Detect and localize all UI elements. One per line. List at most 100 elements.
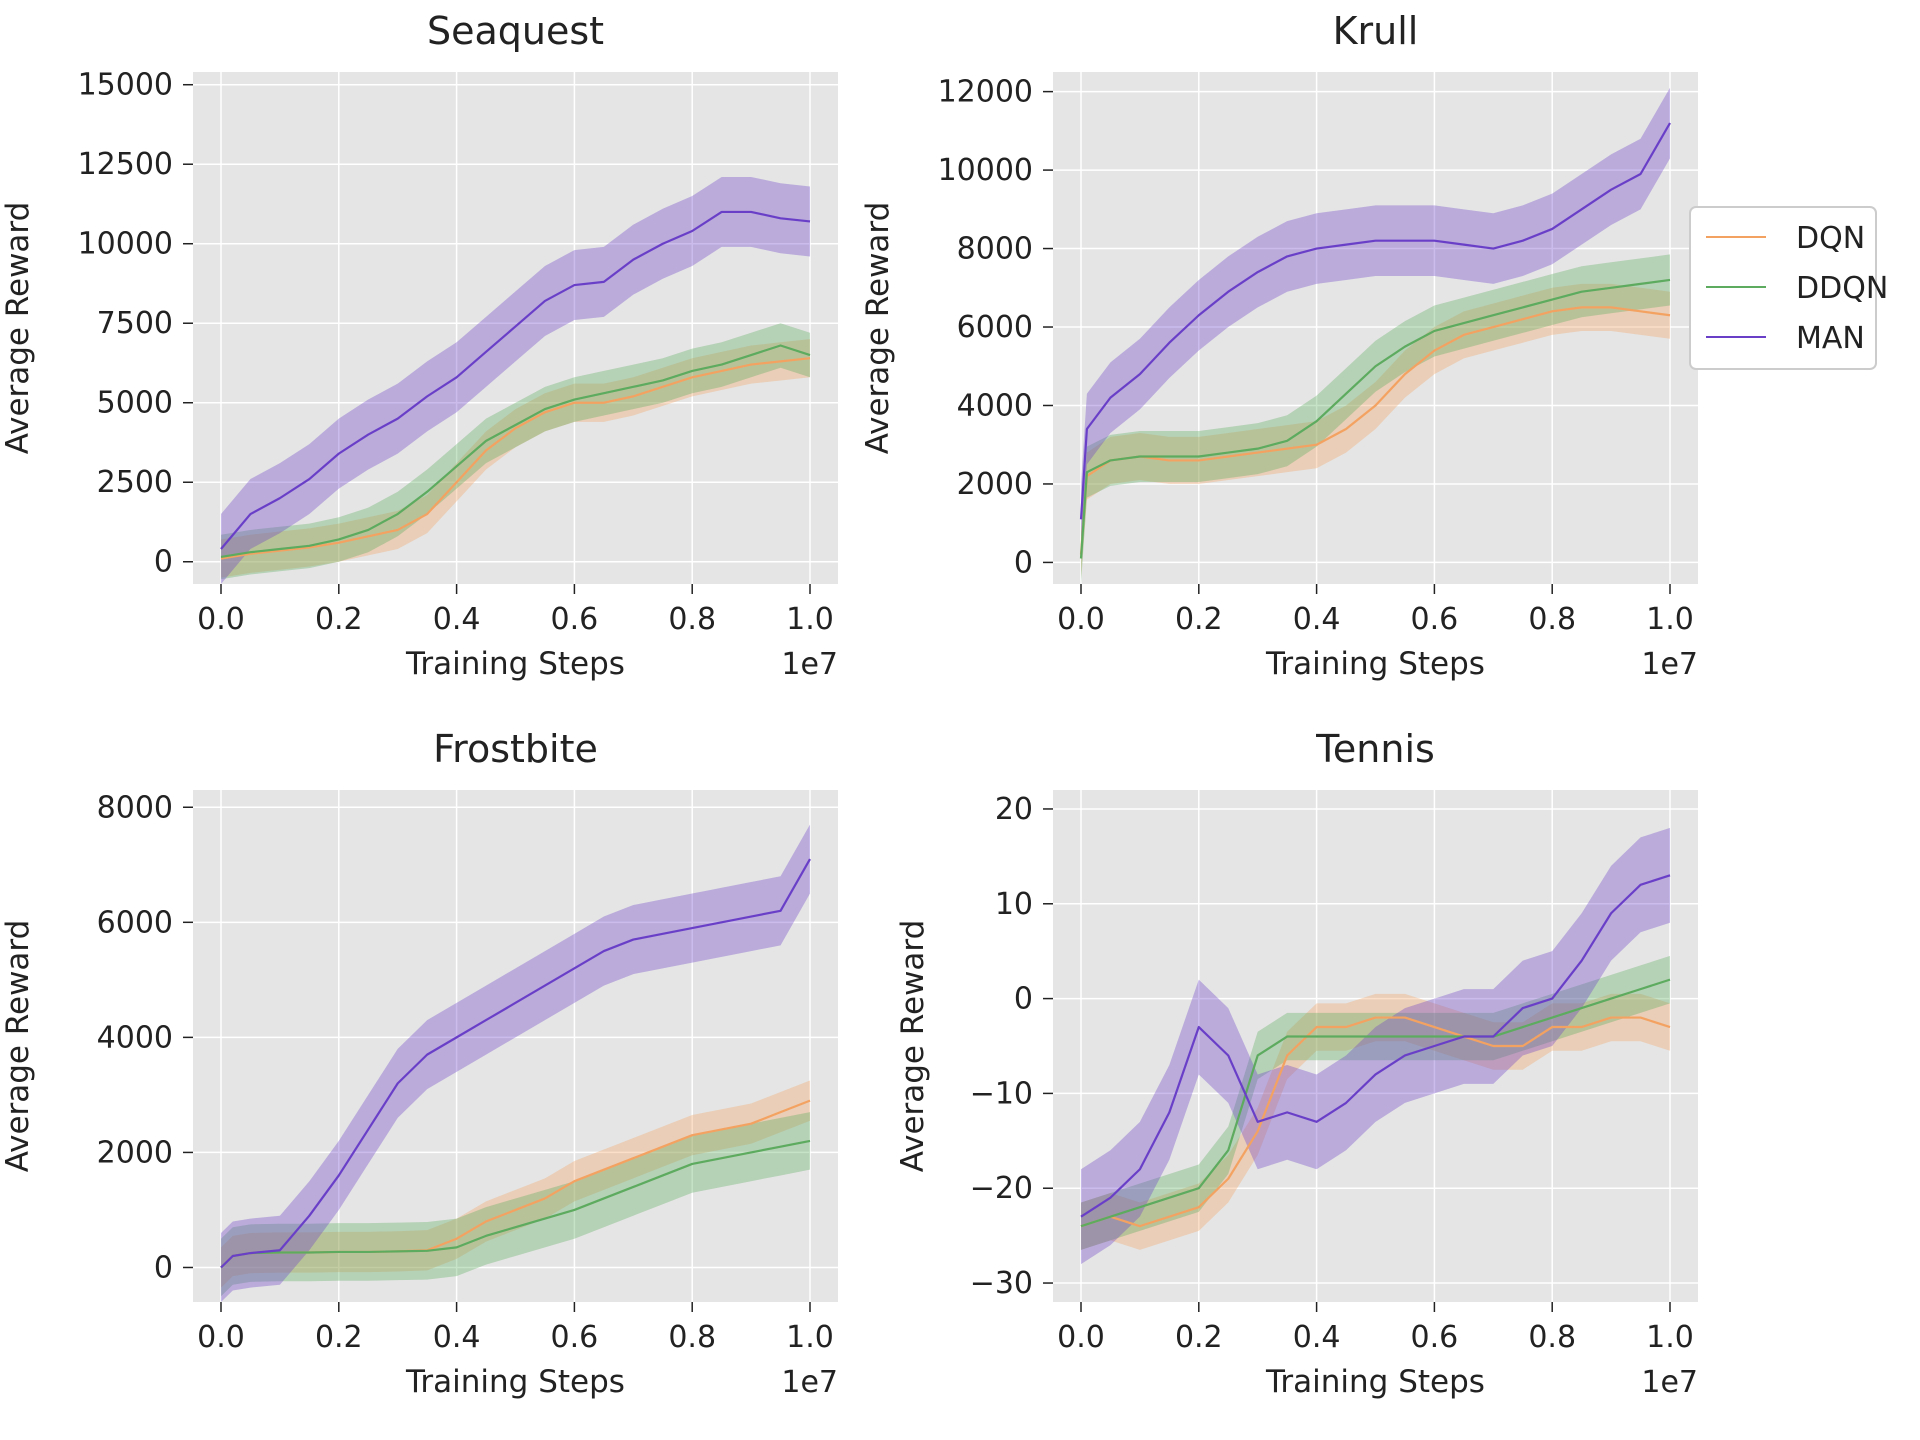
frostbite-xtick-label: 1.0 xyxy=(786,1320,834,1355)
krull-xtick-label: 0.2 xyxy=(1175,602,1223,637)
tennis-ytick-label: 20 xyxy=(995,792,1033,827)
tennis-xtick-label: 0.2 xyxy=(1175,1320,1223,1355)
frostbite-ylabel: Average Reward xyxy=(0,920,36,1173)
frostbite-xlabel: Training Steps xyxy=(405,1364,625,1400)
krull-line-dqn xyxy=(1079,306,1671,555)
tennis-xtick-label: 0.4 xyxy=(1293,1320,1341,1355)
seaquest-xtick-label: 1.0 xyxy=(786,602,834,637)
tennis-ytick-label: −20 xyxy=(970,1171,1033,1206)
seaquest-ytick-label: 15000 xyxy=(78,68,173,103)
krull-ytick-label: 0 xyxy=(1014,545,1033,580)
krull-ytick-label: 4000 xyxy=(957,388,1033,423)
seaquest-line-ddqn xyxy=(220,344,811,559)
legend: DQN DDQN MAN xyxy=(1689,206,1888,370)
frostbite-ytick-label: 4000 xyxy=(97,1020,173,1055)
seaquest-x-multiplier: 1e7 xyxy=(781,647,838,682)
krull-ytick-label: 8000 xyxy=(957,232,1033,267)
tennis-x-multiplier: 1e7 xyxy=(1641,1365,1698,1400)
seaquest-xtick-label: 0.2 xyxy=(315,602,363,637)
seaquest-plot-area xyxy=(193,72,838,584)
krull-xtick-label: 0.8 xyxy=(1528,602,1576,637)
seaquest-xlabel: Training Steps xyxy=(405,646,625,682)
frostbite-xtick-label: 0.0 xyxy=(197,1320,245,1355)
frostbite-xtick-label: 0.8 xyxy=(668,1320,716,1355)
chart-seaquest: 0.0 0.2 0.4 0.6 0.8 1.0 0 2500 5000 7500 10000 1250… xyxy=(0,9,838,682)
tennis-ytick-label: −30 xyxy=(970,1266,1033,1301)
legend-label-man: MAN xyxy=(1796,321,1865,356)
seaquest-ytick-label: 7500 xyxy=(97,306,173,341)
legend-label-ddqn: DDQN xyxy=(1796,271,1888,306)
krull-ytick-label: 10000 xyxy=(938,153,1033,188)
krull-ytick-label: 12000 xyxy=(938,75,1033,110)
krull-xtick-label: 1.0 xyxy=(1646,602,1694,637)
frostbite-xtick-label: 0.6 xyxy=(551,1320,599,1355)
tennis-xtick-label: 0.0 xyxy=(1057,1320,1105,1355)
krull-line-man xyxy=(1079,122,1671,520)
tennis-line-man xyxy=(1080,874,1671,1218)
seaquest-xtick-label: 0.8 xyxy=(668,602,716,637)
chart-frostbite: 0.0 0.2 0.4 0.6 0.8 1.0 0 2000 4000 6000 8000 Frost… xyxy=(0,727,838,1400)
frostbite-band-dqn xyxy=(221,1080,810,1288)
krull-band-dqn xyxy=(1081,283,1670,579)
tennis-xtick-label: 1.0 xyxy=(1646,1320,1694,1355)
seaquest-xtick-label: 0.0 xyxy=(197,602,245,637)
frostbite-ytick-label: 8000 xyxy=(97,790,173,825)
seaquest-ytick-label: 12500 xyxy=(78,147,173,182)
seaquest-ytick-label: 2500 xyxy=(97,465,173,500)
krull-plot-area xyxy=(1053,72,1698,584)
frostbite-ytick-label: 2000 xyxy=(97,1135,173,1170)
tennis-xtick-label: 0.6 xyxy=(1411,1320,1459,1355)
tennis-xlabel: Training Steps xyxy=(1265,1364,1485,1400)
seaquest-ylabel: Average Reward xyxy=(0,202,36,455)
frostbite-plot-area xyxy=(193,790,838,1302)
krull-ytick-label: 6000 xyxy=(957,310,1033,345)
frostbite-xtick-label: 0.4 xyxy=(433,1320,481,1355)
seaquest-ytick-label: 10000 xyxy=(78,227,173,262)
tennis-ytick-label: −10 xyxy=(970,1076,1033,1111)
seaquest-xtick-label: 0.6 xyxy=(551,602,599,637)
seaquest-line-dqn xyxy=(220,357,811,560)
tennis-xtick-label: 0.8 xyxy=(1528,1320,1576,1355)
seaquest-ytick-label: 5000 xyxy=(97,386,173,421)
frostbite-x-multiplier: 1e7 xyxy=(781,1365,838,1400)
tennis-title: Tennis xyxy=(1315,727,1435,771)
frostbite-title: Frostbite xyxy=(433,727,598,771)
krull-ytick-label: 2000 xyxy=(957,467,1033,502)
krull-xtick-label: 0.4 xyxy=(1293,602,1341,637)
seaquest-title: Seaquest xyxy=(427,9,604,53)
seaquest-ytick-label: 0 xyxy=(154,545,173,580)
tennis-band-dqn xyxy=(1081,993,1670,1250)
legend-box xyxy=(1689,206,1877,370)
tennis-band-ddqn xyxy=(1081,955,1670,1250)
tennis-ytick-label: 0 xyxy=(1014,982,1033,1017)
legend-label-dqn: DQN xyxy=(1796,221,1865,256)
frostbite-line-ddqn xyxy=(220,1139,811,1269)
krull-xtick-label: 0.0 xyxy=(1057,602,1105,637)
krull-line-ddqn xyxy=(1079,278,1671,559)
krull-xlabel: Training Steps xyxy=(1265,646,1485,682)
tennis-line-dqn xyxy=(1080,1016,1671,1228)
frostbite-xtick-label: 0.2 xyxy=(315,1320,363,1355)
tennis-line-ddqn xyxy=(1080,978,1671,1228)
tennis-band-man xyxy=(1081,827,1670,1265)
krull-x-multiplier: 1e7 xyxy=(1641,647,1698,682)
krull-title: Krull xyxy=(1333,9,1419,53)
krull-band-man xyxy=(1081,87,1670,555)
seaquest-line-man xyxy=(220,210,811,550)
frostbite-line-man xyxy=(220,858,811,1269)
krull-xtick-label: 0.6 xyxy=(1411,602,1459,637)
krull-ylabel: Average Reward xyxy=(860,202,896,455)
tennis-plot-area xyxy=(1053,790,1698,1302)
frostbite-ytick-label: 0 xyxy=(154,1250,173,1285)
tennis-ytick-label: 10 xyxy=(995,887,1033,922)
seaquest-band-man xyxy=(221,176,810,584)
seaquest-band-dqn xyxy=(221,339,810,578)
frostbite-band-ddqn xyxy=(221,1112,810,1297)
chart-tennis: 0.0 0.2 0.4 0.6 0.8 1.0 −30 −20 −10 0 10 20 Tennis Tr… xyxy=(895,727,1698,1400)
seaquest-xtick-label: 0.4 xyxy=(433,602,481,637)
frostbite-ytick-label: 6000 xyxy=(97,905,173,940)
tennis-ylabel: Average Reward xyxy=(895,920,931,1173)
chart-krull: 0.0 0.2 0.4 0.6 0.8 1.0 0 2000 4000 6000 8000 10000… xyxy=(860,9,1698,682)
frostbite-band-man xyxy=(221,824,810,1302)
